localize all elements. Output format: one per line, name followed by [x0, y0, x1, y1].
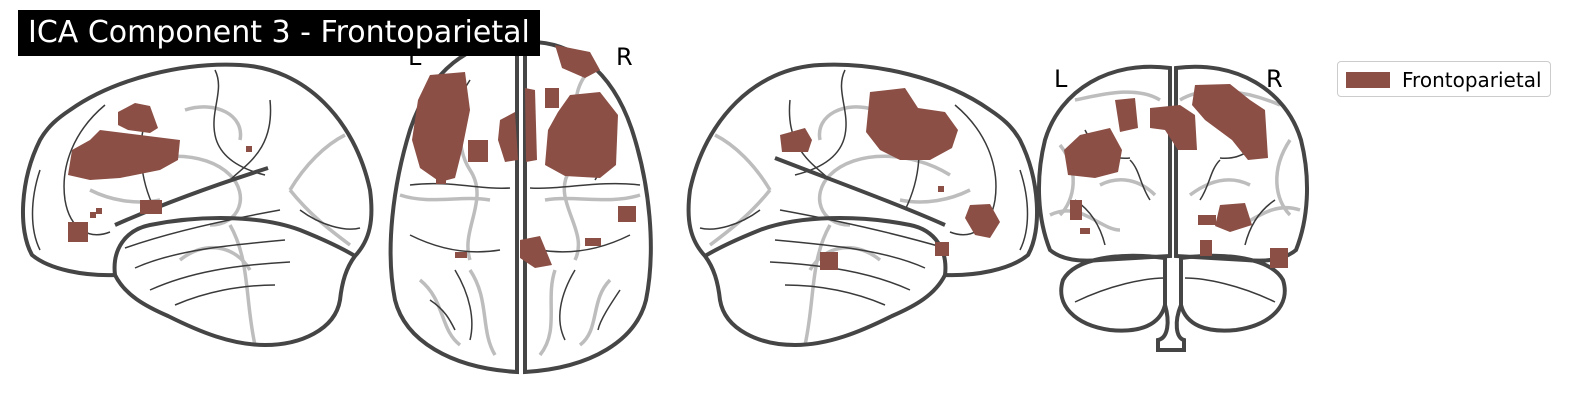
- left-sagittal-temporal-outline: [112, 216, 357, 276]
- coronal-left-cerebellum-outline: [1059, 253, 1167, 333]
- coronal-left-label: L: [1054, 65, 1068, 93]
- coronal-view: [1037, 64, 1309, 352]
- right-sagittal-temporal-outline: [703, 216, 948, 276]
- legend-swatch-frontoparietal: [1346, 72, 1390, 88]
- coronal-left-hemisphere-outline: [1037, 64, 1172, 263]
- left-sagittal-activation: [68, 103, 252, 242]
- coronal-brainstem-outline: [1156, 304, 1186, 352]
- right-sagittal-sylvian-fissure: [774, 156, 946, 227]
- left-sagittal-sulci: [31, 69, 361, 306]
- legend-label-frontoparietal: Frontoparietal: [1402, 68, 1542, 92]
- left-sagittal-sylvian-fissure: [114, 166, 269, 227]
- right-sagittal-view: [686, 62, 1040, 348]
- coronal-right-cerebellum-outline: [1179, 253, 1287, 333]
- axial-left-label: L: [408, 43, 422, 71]
- axial-activation: [412, 45, 636, 268]
- axial-view: [388, 39, 653, 375]
- coronal-right-label: R: [1266, 65, 1283, 93]
- figure-title: ICA Component 3 - Frontoparietal: [18, 10, 540, 56]
- legend: Frontoparietal: [1337, 61, 1551, 97]
- right-sagittal-sulci: [699, 69, 1029, 306]
- axial-right-label: R: [616, 43, 633, 71]
- axial-left-hemisphere-outline: [388, 39, 519, 375]
- right-sagittal-activation: [780, 88, 1000, 270]
- right-sagittal-brain-outline: [686, 62, 1040, 348]
- coronal-activation: [1064, 84, 1288, 268]
- left-sagittal-view: [20, 62, 374, 348]
- left-sagittal-brain-outline: [20, 62, 374, 348]
